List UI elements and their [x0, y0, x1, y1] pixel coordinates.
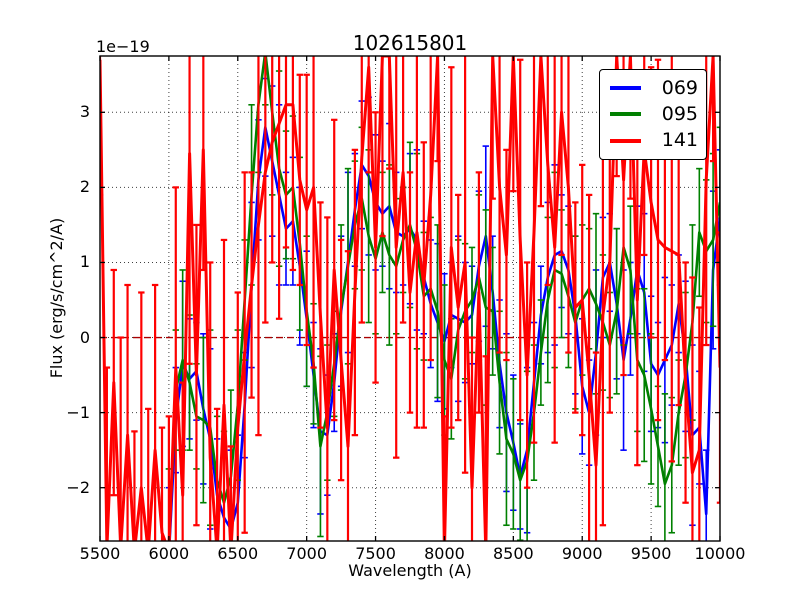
legend-label: 095 — [661, 102, 698, 125]
legend-label: 069 — [661, 76, 698, 99]
legend-entry-095: 095 — [610, 102, 698, 125]
legend-line-green — [610, 112, 641, 117]
y-tick-label: −2 — [66, 477, 90, 497]
y-tick-label: 3 — [79, 102, 90, 122]
x-tick-label: 6000 — [148, 544, 190, 563]
chart-title: 102615801 — [352, 31, 468, 55]
x-tick-label: 7000 — [286, 544, 328, 563]
x-tick-label: 9000 — [561, 544, 603, 563]
y-axis-offset-label: 1e−19 — [96, 37, 150, 56]
legend-entry-141: 141 — [610, 131, 698, 150]
legend-entry-069: 069 — [610, 76, 698, 99]
legend-line-red — [610, 138, 641, 143]
x-tick-label: 7500 — [355, 544, 396, 563]
y-axis-label: Flux (erg/s/cm^2/A) — [47, 217, 66, 379]
x-tick-label: 9500 — [630, 544, 672, 563]
x-tick-label: 5500 — [79, 544, 121, 563]
y-tick-label: 0 — [79, 327, 90, 347]
y-tick-label: 2 — [79, 177, 90, 197]
x-tick-label: 6500 — [217, 544, 259, 563]
legend-line-blue — [610, 86, 641, 91]
y-tick-label: 1 — [79, 252, 90, 272]
x-tick-label: 8000 — [424, 544, 465, 563]
legend: 069 095 141 — [599, 69, 707, 160]
x-tick-label: 8500 — [492, 544, 534, 563]
x-axis-label: Wavelength (A) — [348, 561, 472, 580]
x-tick-label: 10000 — [694, 544, 746, 563]
y-tick-label: −1 — [66, 402, 90, 422]
legend-label: 141 — [661, 129, 698, 152]
